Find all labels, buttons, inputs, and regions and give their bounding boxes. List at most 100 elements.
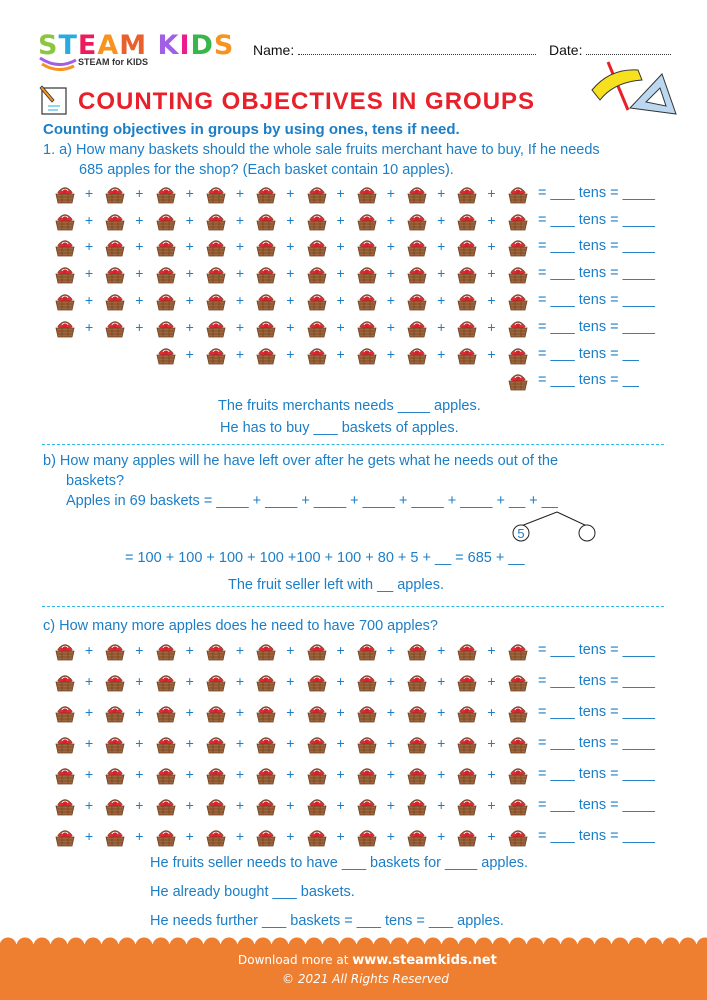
plus-sign: + — [185, 292, 194, 308]
website-link[interactable]: www.steamkids.net — [352, 953, 497, 968]
plus-sign: + — [487, 642, 496, 658]
apple-basket-icon — [54, 702, 76, 724]
plus-sign: + — [135, 766, 144, 782]
question-a-line1: 1. a) How many baskets should the whole … — [43, 142, 600, 158]
apple-basket-icon — [356, 263, 378, 285]
plus-sign: + — [386, 319, 395, 335]
apple-basket-icon — [205, 733, 227, 755]
apple-basket-icon — [406, 317, 428, 339]
row-result: = ___ tens = ____ — [538, 797, 655, 813]
plus-sign: + — [235, 265, 245, 281]
apple-basket-icon — [255, 236, 277, 258]
answer-b: The fruit seller left with __ apples. — [228, 577, 444, 593]
apple-basket-icon — [507, 263, 529, 285]
plus-sign: + — [185, 642, 194, 658]
apple-basket-icon — [155, 317, 177, 339]
apple-basket-icon — [356, 210, 378, 232]
plus-sign: + — [386, 735, 395, 751]
apple-basket-icon — [507, 702, 529, 724]
apple-basket-icon — [54, 640, 76, 662]
apple-basket-icon — [406, 236, 428, 258]
plus-sign: + — [135, 828, 144, 844]
plus-sign: + — [487, 797, 496, 813]
apple-basket-icon — [255, 671, 277, 693]
plus-sign: + — [386, 265, 395, 281]
apple-basket-icon — [306, 344, 328, 366]
apple-basket-icon — [54, 795, 76, 817]
apple-basket-icon — [54, 236, 76, 258]
apple-basket-icon — [507, 826, 529, 848]
apple-basket-icon — [306, 263, 328, 285]
plus-sign: + — [336, 766, 345, 782]
apple-basket-icon — [255, 702, 277, 724]
apple-basket-icon — [155, 640, 177, 662]
plus-sign: + — [286, 766, 295, 782]
plus-sign: + — [85, 766, 94, 782]
name-field[interactable]: Name: — [253, 42, 537, 58]
apple-basket-icon — [104, 795, 126, 817]
plus-sign: + — [336, 673, 345, 689]
plus-sign: + — [135, 642, 144, 658]
apple-basket-icon — [406, 733, 428, 755]
apple-basket-icon — [104, 263, 126, 285]
apple-basket-icon — [205, 317, 227, 339]
plus-sign: + — [85, 828, 94, 844]
apple-basket-icon — [155, 210, 177, 232]
apple-basket-icon — [356, 764, 378, 786]
plus-sign: + — [336, 346, 345, 362]
download-text: Download more at www.steamkids.net — [238, 953, 497, 968]
row-result: = ___ tens = ____ — [538, 673, 655, 689]
copyright: © 2021 All Rights Reserved — [282, 972, 449, 986]
plus-sign: + — [135, 212, 144, 228]
plus-sign: + — [185, 346, 194, 362]
plus-sign: + — [235, 642, 245, 658]
question-b-line1: b) How many apples will he have left ove… — [43, 453, 559, 469]
plus-sign: + — [235, 828, 245, 844]
apple-basket-icon — [406, 183, 428, 205]
plus-sign: + — [437, 766, 446, 782]
apple-basket-icon — [255, 764, 277, 786]
apple-basket-icon — [406, 344, 428, 366]
apple-basket-icon — [255, 183, 277, 205]
plus-sign: + — [286, 642, 295, 658]
apple-basket-icon — [54, 317, 76, 339]
equation-b1: Apples in 69 baskets = ____ + ____ + ___… — [66, 493, 558, 509]
plus-sign: + — [386, 704, 395, 720]
apple-basket-icon — [255, 263, 277, 285]
date-field[interactable]: Date: — [549, 42, 672, 58]
question-a-line2: 685 apples for the shop? (Each basket co… — [79, 162, 454, 178]
plus-sign: + — [336, 292, 345, 308]
apple-basket-icon — [104, 733, 126, 755]
apple-basket-icon — [155, 764, 177, 786]
plus-sign: + — [185, 319, 194, 335]
apple-basket-icon — [456, 344, 478, 366]
plus-sign: + — [85, 797, 94, 813]
apple-basket-icon — [306, 640, 328, 662]
apple-basket-icon — [54, 764, 76, 786]
answer-a2: He has to buy ___ baskets of apples. — [220, 420, 459, 436]
apple-basket-icon — [406, 702, 428, 724]
divider — [42, 444, 664, 445]
plus-sign: + — [85, 704, 94, 720]
plus-sign: + — [85, 735, 94, 751]
apple-basket-icon — [155, 826, 177, 848]
row-result: = ___ tens = ____ — [538, 319, 655, 335]
footer-scallop — [0, 937, 707, 946]
plus-sign: + — [437, 735, 446, 751]
plus-sign: + — [437, 238, 446, 254]
plus-sign: + — [437, 828, 446, 844]
apple-basket-icon — [507, 317, 529, 339]
plus-sign: + — [437, 319, 446, 335]
plus-sign: + — [286, 238, 295, 254]
plus-sign: + — [487, 673, 496, 689]
plus-sign: + — [487, 828, 496, 844]
row-result: = ___ tens = ____ — [538, 292, 655, 308]
apple-basket-icon — [54, 671, 76, 693]
plus-sign: + — [386, 212, 395, 228]
row-result: = ___ tens = ____ — [538, 185, 655, 201]
plus-sign: + — [437, 292, 446, 308]
answer-a1: The fruits merchants needs ____ apples. — [218, 398, 481, 414]
plus-sign: + — [336, 185, 345, 201]
apple-basket-icon — [306, 795, 328, 817]
plus-sign: + — [336, 642, 345, 658]
